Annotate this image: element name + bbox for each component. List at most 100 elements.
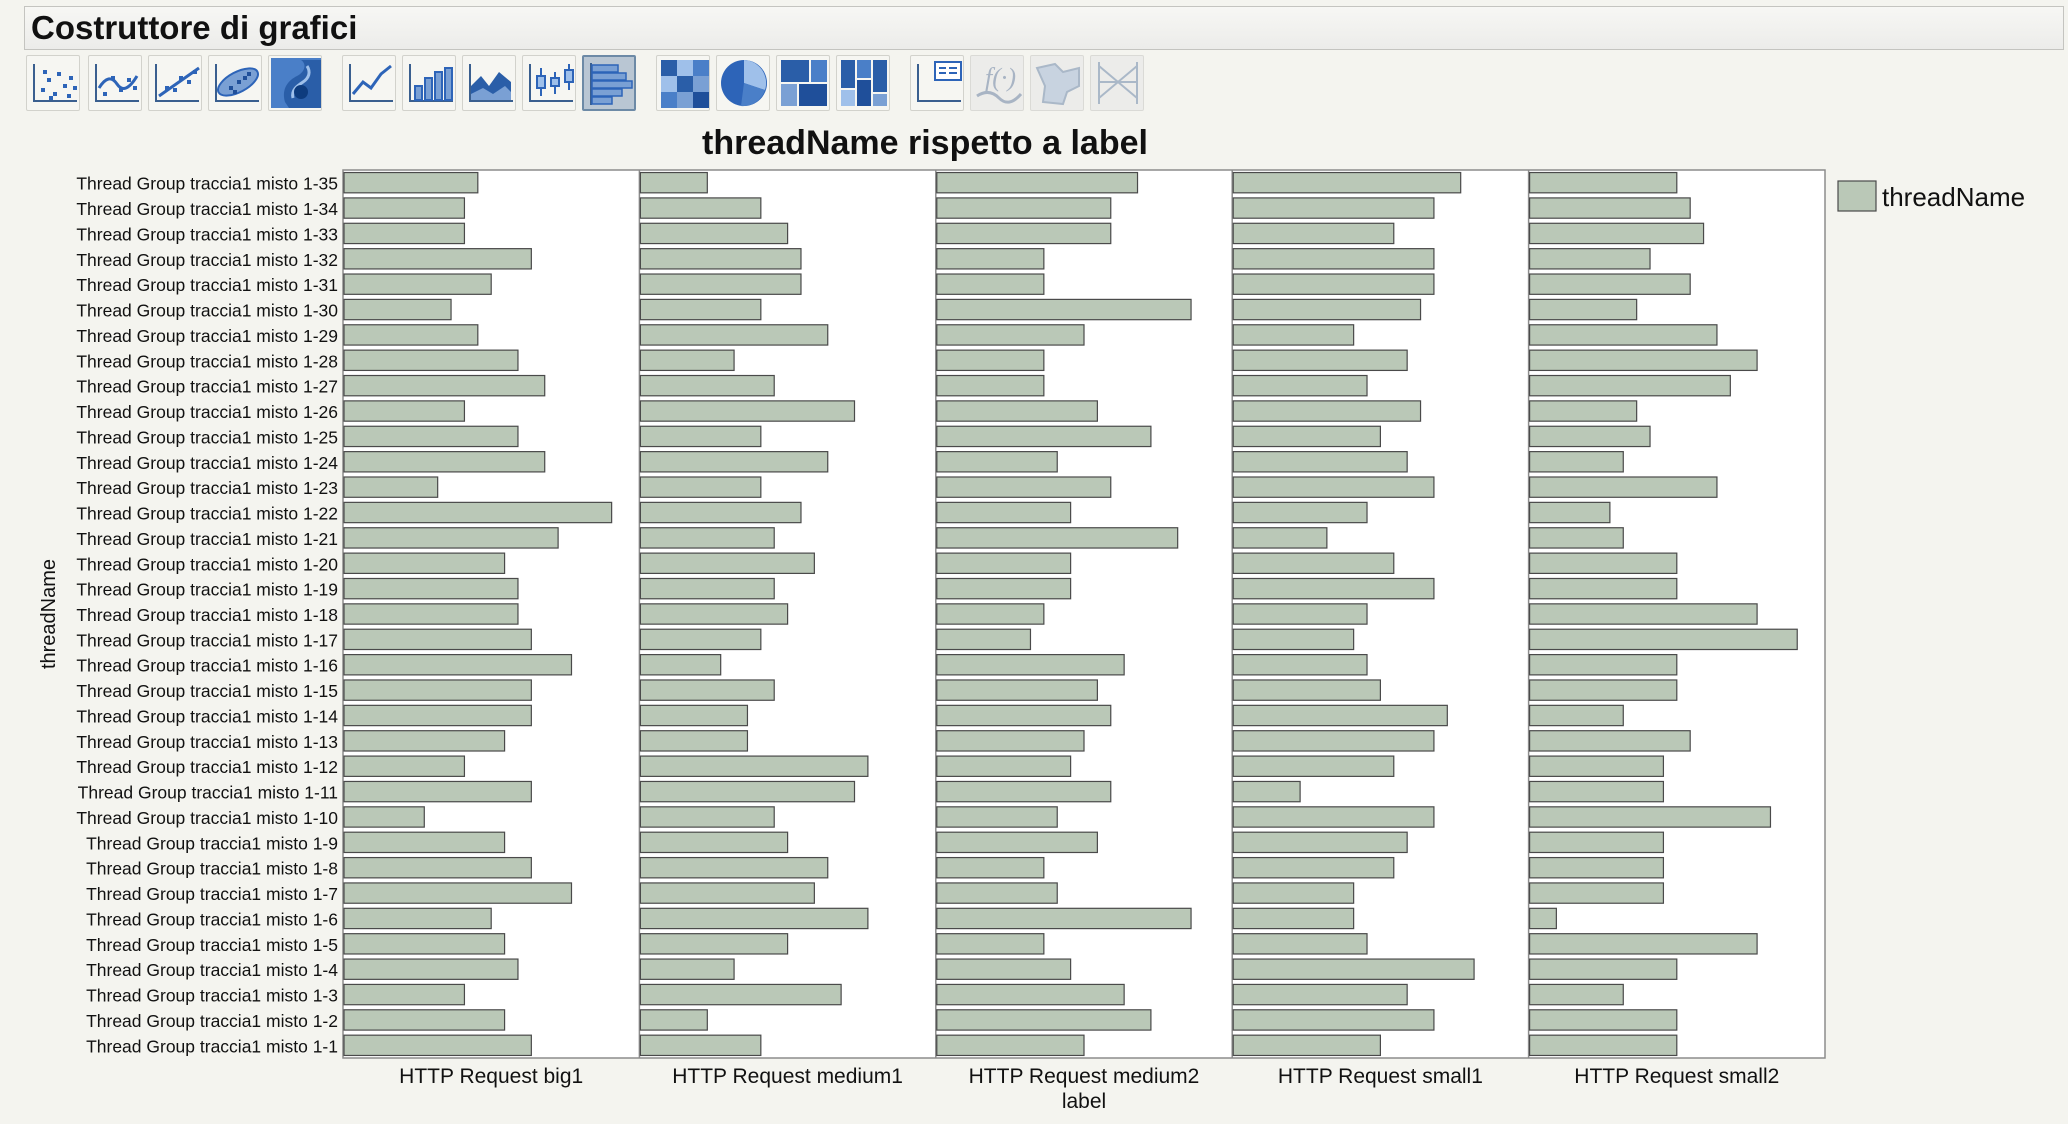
- parallel-plot-icon: [1098, 62, 1138, 104]
- heatmap-icon: [661, 60, 709, 108]
- bar: [343, 248, 532, 270]
- smoother-icon: [95, 64, 139, 102]
- bar: [936, 527, 1179, 549]
- bar: [936, 451, 1058, 473]
- bar: [343, 451, 546, 473]
- y-tick-label: Thread Group traccia1 misto 1-19: [76, 580, 338, 600]
- mosaic-icon: [841, 60, 887, 106]
- y-tick-label: Thread Group traccia1 misto 1-9: [86, 833, 338, 853]
- caption-box-tool-button[interactable]: [910, 55, 964, 111]
- bar: [1232, 958, 1475, 980]
- bar: [639, 679, 775, 701]
- y-tick-label: Thread Group traccia1 misto 1-18: [76, 605, 338, 625]
- bar: [1232, 831, 1408, 854]
- bar: [343, 653, 573, 676]
- bar: [936, 933, 1045, 955]
- bar: [936, 577, 1072, 600]
- y-tick-label: Thread Group traccia1 misto 1-28: [76, 351, 338, 371]
- bar: [1232, 273, 1435, 295]
- bar: [1232, 171, 1462, 194]
- line-of-fit-tool-button[interactable]: [148, 55, 202, 111]
- bar: [639, 476, 762, 498]
- ellipse-icon: [215, 64, 259, 102]
- bar: [936, 831, 1098, 854]
- bar: [1232, 730, 1435, 752]
- bar: [343, 958, 519, 980]
- treemap-tool-button[interactable]: [776, 55, 830, 111]
- bar: [343, 222, 466, 245]
- area-chart-tool-button[interactable]: [462, 55, 516, 111]
- bar: [1528, 425, 1651, 448]
- bar: [936, 958, 1072, 980]
- y-tick-label: Thread Group traccia1 misto 1-23: [76, 478, 338, 498]
- bar: [639, 451, 829, 473]
- bar: [1528, 679, 1678, 701]
- bar: [343, 806, 425, 828]
- bar: [343, 425, 519, 448]
- bar: [343, 349, 519, 372]
- bar: [1528, 1009, 1678, 1031]
- ellipse-tool-button[interactable]: [208, 55, 262, 111]
- bar: [936, 983, 1125, 1006]
- bar: [639, 628, 762, 651]
- bar: [639, 907, 869, 930]
- bar: [936, 298, 1192, 321]
- scatter-points-tool-button[interactable]: [26, 55, 80, 111]
- line-chart-tool-button[interactable]: [342, 55, 396, 111]
- y-tick-label: Thread Group traccia1 misto 1-10: [76, 808, 338, 828]
- heatmap-tool-button[interactable]: [656, 55, 710, 111]
- bar: [639, 1009, 708, 1031]
- histogram-icon: [590, 63, 633, 105]
- bar: [639, 882, 815, 904]
- bar: [936, 222, 1112, 245]
- bar: [343, 755, 466, 777]
- x-panel-label: HTTP Request small1: [1278, 1065, 1483, 1088]
- bar: [639, 222, 789, 245]
- bar: [639, 856, 829, 879]
- bar: [1232, 197, 1435, 219]
- bar: [639, 653, 722, 676]
- bar: [1232, 501, 1368, 524]
- mosaic-tool-button[interactable]: [836, 55, 890, 111]
- smoother-tool-button[interactable]: [88, 55, 142, 111]
- bar: [343, 171, 479, 194]
- bar: [639, 577, 775, 600]
- bar: [1528, 298, 1638, 321]
- contour-tool-button[interactable]: [268, 55, 322, 111]
- bar: [1528, 983, 1624, 1006]
- y-tick-label: Thread Group traccia1 misto 1-30: [76, 301, 338, 321]
- bar: [1528, 349, 1758, 372]
- pie-chart-tool-button[interactable]: [716, 55, 770, 111]
- bar: [1232, 907, 1355, 930]
- caption-box-icon: [917, 61, 962, 102]
- y-tick-label: Thread Group traccia1 misto 1-27: [76, 377, 338, 397]
- y-tick-label: Thread Group traccia1 misto 1-12: [76, 757, 338, 777]
- bar: [1528, 933, 1758, 955]
- y-tick-label: Thread Group traccia1 misto 1-20: [76, 554, 338, 574]
- bar: [1232, 679, 1381, 701]
- bar: [1528, 806, 1772, 828]
- bar: [936, 1009, 1152, 1031]
- bar: [343, 628, 532, 651]
- histogram-tool-button[interactable]: [582, 55, 636, 111]
- bar: [639, 349, 735, 372]
- bar-chart-tool-button[interactable]: [402, 55, 456, 111]
- bar: [936, 349, 1045, 372]
- bar: [343, 730, 506, 752]
- bar: [936, 1034, 1085, 1057]
- legend-label: threadName: [1882, 182, 2025, 212]
- box-plot-tool-button[interactable]: [522, 55, 576, 111]
- bar: [936, 273, 1045, 295]
- bar: [343, 577, 519, 600]
- bar: [343, 907, 492, 930]
- y-tick-label: Thread Group traccia1 misto 1-16: [76, 656, 338, 676]
- y-tick-label: Thread Group traccia1 misto 1-21: [76, 529, 338, 549]
- bar: [639, 425, 762, 448]
- bar: [936, 552, 1072, 575]
- bar: [1528, 653, 1678, 676]
- bar: [1232, 983, 1408, 1006]
- bar: [1528, 577, 1678, 600]
- pie-chart-icon: [721, 60, 767, 107]
- bar: [936, 425, 1152, 448]
